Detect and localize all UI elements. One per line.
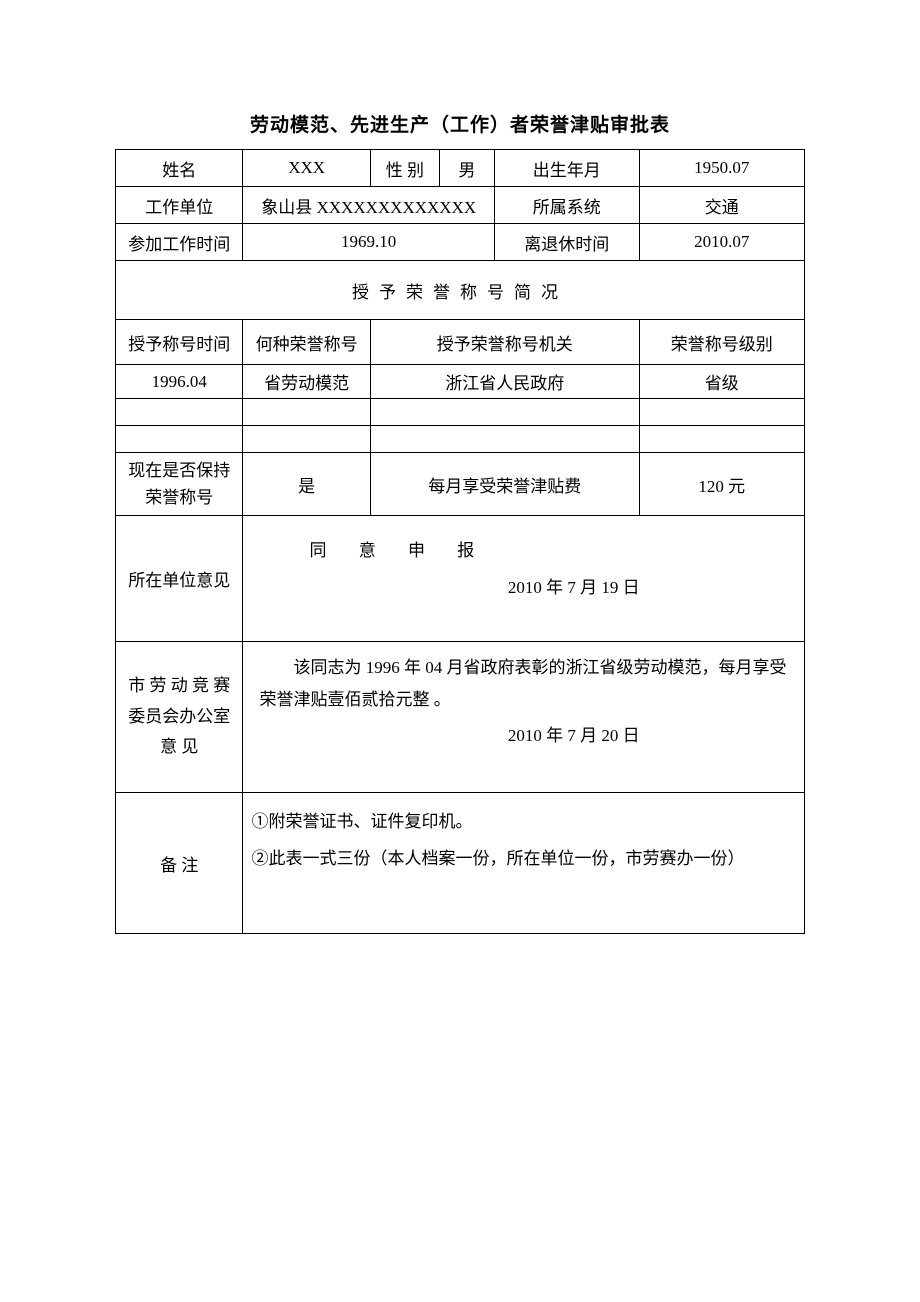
committee-label-line2: 委员会办公室 — [116, 702, 242, 733]
row-work-time: 参加工作时间 1969.10 离退休时间 2010.07 — [116, 224, 805, 261]
empty-cell — [370, 399, 639, 426]
header-honor-type: 何种荣誉称号 — [243, 320, 370, 365]
content-committee-opinion: 该同志为 1996 年 04 月省政府表彰的浙江省级劳动模范，每月享受荣誉津贴壹… — [243, 642, 805, 793]
label-committee-opinion: 市 劳 动 竞 赛 委员会办公室 意 见 — [116, 642, 243, 793]
opinion1-date: 2010 年 7 月 19 日 — [259, 569, 788, 606]
value-retire-time: 2010.07 — [639, 224, 804, 261]
committee-label-line3: 意 见 — [116, 732, 242, 763]
label-work-unit: 工作单位 — [116, 187, 243, 224]
header-award-time: 授予称号时间 — [116, 320, 243, 365]
label-system: 所属系统 — [494, 187, 639, 224]
row-keep-honor: 现在是否保持 荣誉称号 是 每月享受荣誉津贴费 120 元 — [116, 453, 805, 516]
value-system: 交通 — [639, 187, 804, 224]
label-gender: 性 别 — [370, 150, 439, 187]
value-join-time: 1969.10 — [243, 224, 494, 261]
row-remarks: 备 注 ①附荣誉证书、证件复印机。 ②此表一式三份（本人档案一份，所在单位一份，… — [116, 793, 805, 934]
label-keep-line1: 现在是否保持 — [128, 461, 230, 480]
value-gender: 男 — [439, 150, 494, 187]
empty-cell — [116, 399, 243, 426]
remarks-line1: ①附荣誉证书、证件复印机。 — [251, 803, 796, 840]
header-honor-level: 荣誉称号级别 — [639, 320, 804, 365]
value-award-org: 浙江省人民政府 — [370, 365, 639, 399]
label-allowance: 每月享受荣誉津贴费 — [370, 453, 639, 516]
opinion2-date: 2010 年 7 月 20 日 — [259, 717, 788, 754]
row-honor-data-1: 1996.04 省劳动模范 浙江省人民政府 省级 — [116, 365, 805, 399]
value-birth: 1950.07 — [639, 150, 804, 187]
value-name: XXX — [243, 150, 370, 187]
value-award-time: 1996.04 — [116, 365, 243, 399]
label-keep-honor: 现在是否保持 荣誉称号 — [116, 453, 243, 516]
row-honor-headers: 授予称号时间 何种荣誉称号 授予荣誉称号机关 荣誉称号级别 — [116, 320, 805, 365]
label-birth: 出生年月 — [494, 150, 639, 187]
label-remarks: 备 注 — [116, 793, 243, 934]
row-unit-opinion: 所在单位意见 同 意 申 报 2010 年 7 月 19 日 — [116, 516, 805, 642]
empty-cell — [639, 426, 804, 453]
value-allowance: 120 元 — [639, 453, 804, 516]
row-honor-empty-1 — [116, 399, 805, 426]
value-work-unit: 象山县 XXXXXXXXXXXXX — [243, 187, 494, 224]
approval-table: 姓名 XXX 性 别 男 出生年月 1950.07 工作单位 象山县 XXXXX… — [115, 149, 805, 934]
row-basic-info: 姓名 XXX 性 别 男 出生年月 1950.07 — [116, 150, 805, 187]
content-remarks: ①附荣誉证书、证件复印机。 ②此表一式三份（本人档案一份，所在单位一份，市劳赛办… — [243, 793, 805, 934]
committee-label-line1: 市 劳 动 竞 赛 — [116, 671, 242, 702]
value-keep-honor: 是 — [243, 453, 370, 516]
label-keep-line2: 荣誉称号 — [145, 488, 213, 507]
empty-cell — [243, 399, 370, 426]
opinion2-text: 该同志为 1996 年 04 月省政府表彰的浙江省级劳动模范，每月享受荣誉津贴壹… — [259, 652, 788, 717]
opinion1-agree: 同 意 申 报 — [259, 526, 788, 569]
value-honor-level: 省级 — [639, 365, 804, 399]
form-title: 劳动模范、先进生产（工作）者荣誉津贴审批表 — [115, 110, 805, 137]
empty-cell — [243, 426, 370, 453]
empty-cell — [370, 426, 639, 453]
remarks-line2: ②此表一式三份（本人档案一份，所在单位一份，市劳赛办一份） — [251, 840, 796, 877]
empty-cell — [639, 399, 804, 426]
section-header-honor: 授予荣誉称号简况 — [116, 261, 805, 320]
content-unit-opinion: 同 意 申 报 2010 年 7 月 19 日 — [243, 516, 805, 642]
label-name: 姓名 — [116, 150, 243, 187]
label-retire-time: 离退休时间 — [494, 224, 639, 261]
header-award-org: 授予荣誉称号机关 — [370, 320, 639, 365]
row-section-header: 授予荣誉称号简况 — [116, 261, 805, 320]
row-work-unit: 工作单位 象山县 XXXXXXXXXXXXX 所属系统 交通 — [116, 187, 805, 224]
label-unit-opinion: 所在单位意见 — [116, 516, 243, 642]
row-honor-empty-2 — [116, 426, 805, 453]
label-join-time: 参加工作时间 — [116, 224, 243, 261]
value-honor-type: 省劳动模范 — [243, 365, 370, 399]
row-committee-opinion: 市 劳 动 竞 赛 委员会办公室 意 见 该同志为 1996 年 04 月省政府… — [116, 642, 805, 793]
empty-cell — [116, 426, 243, 453]
